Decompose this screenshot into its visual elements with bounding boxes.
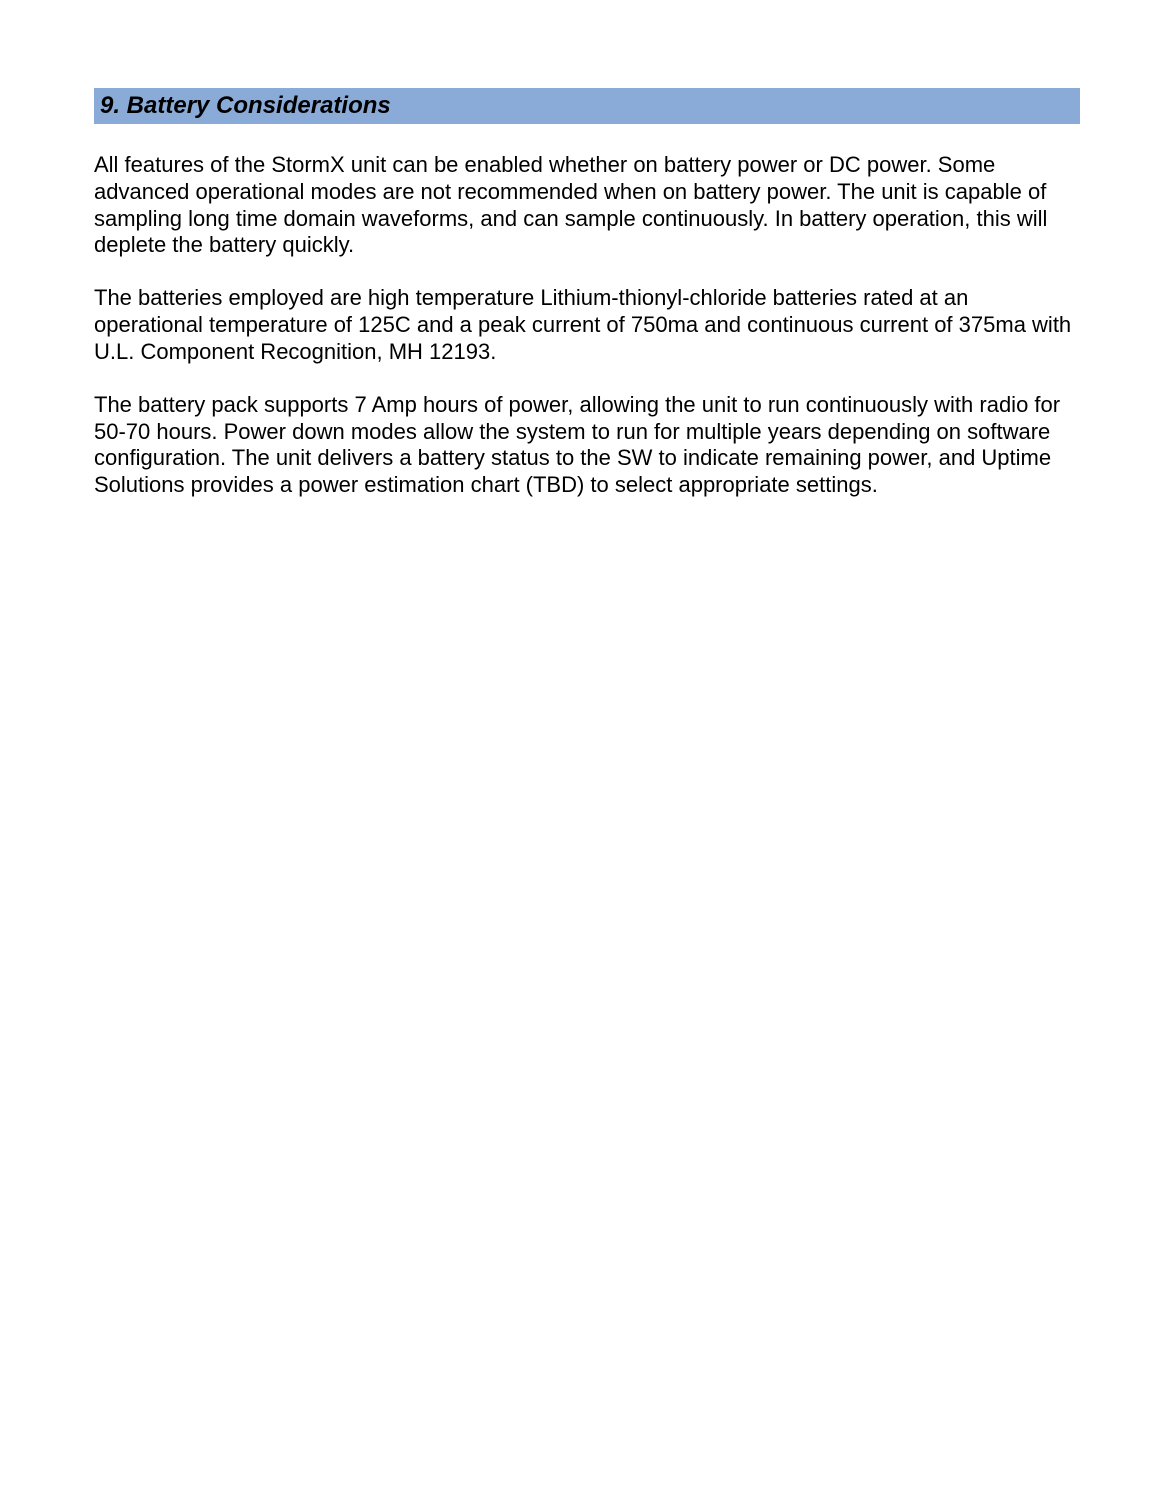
paragraph-2: The batteries employed are high temperat… [94, 285, 1080, 365]
paragraph-1: All features of the StormX unit can be e… [94, 152, 1080, 259]
section-heading: 9. Battery Considerations [94, 88, 1080, 124]
paragraph-3: The battery pack supports 7 Amp hours of… [94, 392, 1080, 499]
